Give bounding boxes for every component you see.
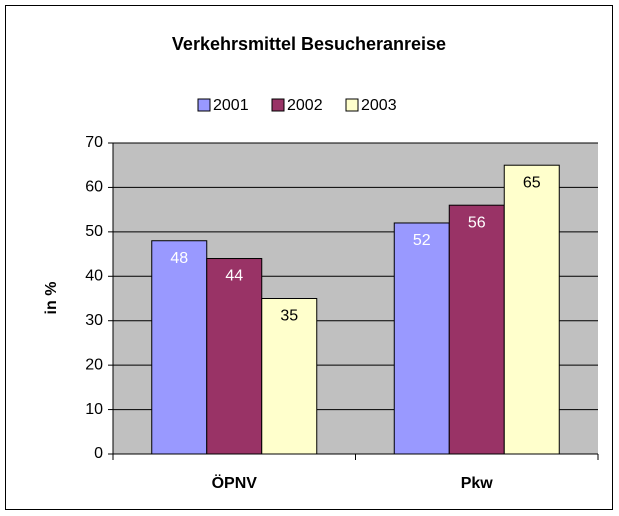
y-tick-label: 60 [85, 179, 103, 196]
y-tick-label: 10 [85, 401, 103, 418]
y-tick-label: 20 [85, 356, 103, 373]
bar [261, 298, 318, 455]
legend-label: 2002 [287, 97, 323, 114]
y-tick-label: 0 [94, 445, 103, 462]
x-tick-label: Pkw [461, 475, 494, 492]
x-tick-label: ÖPNV [212, 473, 258, 492]
y-tick-label: 50 [85, 223, 103, 240]
legend-label: 2001 [213, 97, 249, 114]
y-axis-label: in % [43, 282, 60, 315]
data-label: 48 [170, 250, 188, 267]
legend-swatch [197, 98, 211, 112]
legend-swatch [271, 98, 285, 112]
y-tick-label: 70 [85, 134, 103, 151]
chart-title: Verkehrsmittel Besucheranreise [172, 34, 446, 54]
legend-label: 2003 [361, 97, 397, 114]
y-tick-label: 40 [85, 268, 103, 285]
data-label: 65 [523, 174, 541, 191]
legend-swatch [345, 98, 359, 112]
y-tick-label: 30 [85, 312, 103, 329]
bar [206, 258, 263, 455]
bar [448, 204, 505, 455]
data-label: 52 [413, 232, 431, 249]
bar [393, 222, 450, 455]
bar [151, 240, 208, 455]
bar [503, 164, 560, 455]
data-label: 35 [280, 308, 298, 325]
data-label: 44 [225, 268, 243, 285]
data-label: 56 [468, 214, 486, 231]
